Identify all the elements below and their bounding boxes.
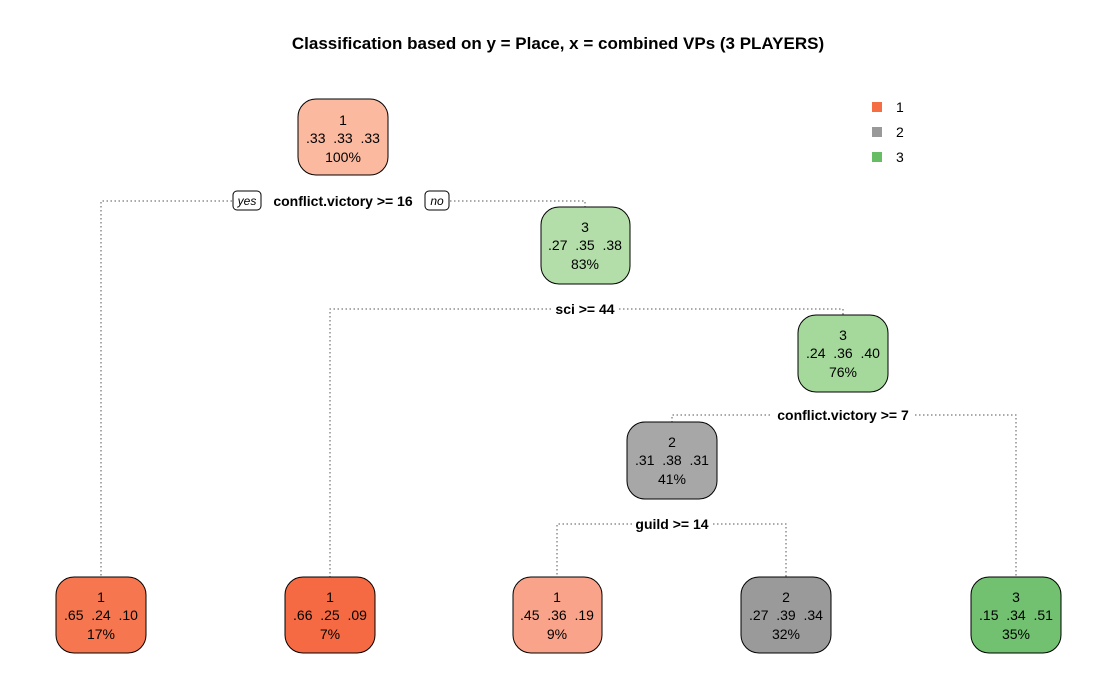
node-n3: 3 .27 .35 .38 83% xyxy=(540,206,631,285)
node-box xyxy=(797,314,889,393)
legend-label-2: 2 xyxy=(896,124,904,140)
edge-n7-left xyxy=(671,414,770,422)
node-percentage: 32% xyxy=(772,626,800,642)
node-box xyxy=(297,98,389,176)
node-percentage: 7% xyxy=(320,626,340,642)
node-percentage: 35% xyxy=(1002,626,1030,642)
node-class-label: 2 xyxy=(668,434,676,450)
node-box xyxy=(540,206,631,285)
split-label: conflict.victory >= 7 xyxy=(777,407,909,423)
node-probabilities: .45 .36 .19 xyxy=(520,607,594,623)
split-n7: conflict.victory >= 7 xyxy=(770,406,915,424)
legend: 1 2 3 xyxy=(872,99,904,165)
edge-n14-left xyxy=(556,523,632,577)
leaf-n6: 1 .66 .25 .09 7% xyxy=(284,576,376,654)
node-percentage: 100% xyxy=(325,149,361,165)
split-label-bg xyxy=(632,515,713,533)
node-box xyxy=(284,576,376,654)
node-percentage: 17% xyxy=(87,626,115,642)
split-label-bg xyxy=(263,192,423,210)
node-class-label: 3 xyxy=(581,219,589,235)
node-box xyxy=(740,576,832,654)
node-percentage: 9% xyxy=(547,626,567,642)
edge-n14-right xyxy=(713,523,787,577)
split-n3: sci >= 44 xyxy=(551,300,619,318)
yes-label: yes xyxy=(237,194,257,208)
node-root: 1 .33 .33 .33 100% xyxy=(297,98,389,176)
split-label: sci >= 44 xyxy=(555,301,614,317)
edge-root-left xyxy=(100,200,232,577)
node-class-label: 1 xyxy=(553,589,561,605)
node-n7: 3 .24 .36 .40 76% xyxy=(797,314,889,393)
diagram-title: Classification based on y = Place, x = c… xyxy=(292,34,824,53)
no-label: no xyxy=(430,194,444,208)
edges xyxy=(100,200,1017,577)
node-class-label: 3 xyxy=(1012,589,1020,605)
split-root: yes conflict.victory >= 16 no xyxy=(232,190,450,211)
node-box xyxy=(55,576,147,654)
node-probabilities: .15 .34 .51 xyxy=(979,607,1053,623)
leaf-n28: 1 .45 .36 .19 9% xyxy=(512,576,603,654)
split-label-bg xyxy=(770,406,915,424)
node-probabilities: .33 .33 .33 xyxy=(306,130,380,146)
leaf-n29: 2 .27 .39 .34 32% xyxy=(740,576,832,654)
split-label: conflict.victory >= 16 xyxy=(273,193,412,209)
yes-badge xyxy=(232,190,262,211)
leaf-n15: 3 .15 .34 .51 35% xyxy=(970,576,1062,654)
node-probabilities: .24 .36 .40 xyxy=(806,345,880,361)
legend-swatch-3 xyxy=(872,152,882,162)
node-box xyxy=(512,576,603,654)
node-class-label: 1 xyxy=(326,589,334,605)
no-badge xyxy=(424,190,450,211)
node-box xyxy=(626,421,718,500)
node-n14: 2 .31 .38 .31 41% xyxy=(626,421,718,500)
legend-label-1: 1 xyxy=(896,99,904,115)
leaf-n2: 1 .65 .24 .10 17% xyxy=(55,576,147,654)
node-percentage: 83% xyxy=(571,256,599,272)
node-class-label: 1 xyxy=(339,112,347,128)
split-label: guild >= 14 xyxy=(635,516,708,532)
edge-n3-left xyxy=(329,308,551,577)
node-probabilities: .66 .25 .09 xyxy=(293,607,367,623)
node-probabilities: .27 .35 .38 xyxy=(548,237,622,253)
node-probabilities: .27 .39 .34 xyxy=(749,607,823,623)
split-label-bg xyxy=(551,300,619,318)
legend-swatch-1 xyxy=(872,102,882,112)
node-percentage: 76% xyxy=(829,364,857,380)
node-percentage: 41% xyxy=(658,471,686,487)
edge-n7-right xyxy=(915,414,1017,577)
node-class-label: 1 xyxy=(97,589,105,605)
node-probabilities: .65 .24 .10 xyxy=(64,607,138,623)
split-n14: guild >= 14 xyxy=(632,515,713,533)
edge-n3-right xyxy=(619,308,844,315)
node-box xyxy=(970,576,1062,654)
node-class-label: 2 xyxy=(782,589,790,605)
edge-root-right xyxy=(450,200,586,207)
node-probabilities: .31 .38 .31 xyxy=(635,452,709,468)
legend-label-3: 3 xyxy=(896,149,904,165)
node-class-label: 3 xyxy=(839,327,847,343)
legend-swatch-2 xyxy=(872,127,882,137)
